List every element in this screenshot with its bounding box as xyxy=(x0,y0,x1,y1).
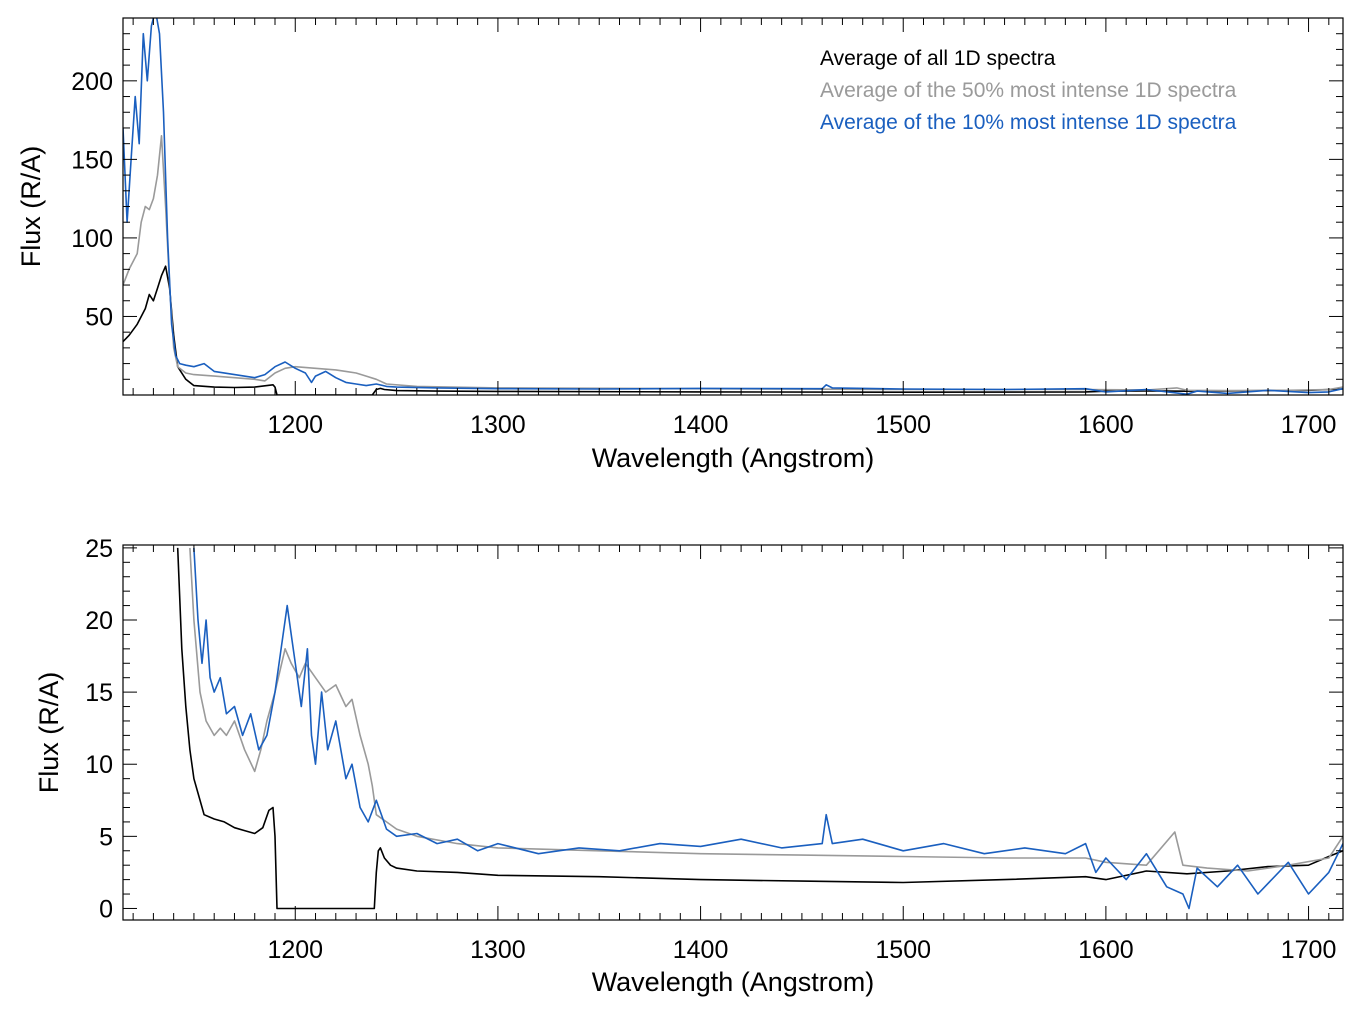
bottom-panel: 1200 1300 1400 1500 1600 1700 0 5 10 15 20 25 Wavele… xyxy=(34,535,1344,997)
y-tick-label: 150 xyxy=(71,146,113,174)
legend-entry-2: Average of the 50% most intense 1D spect… xyxy=(820,79,1237,102)
series-line-2 xyxy=(123,135,1343,392)
x-tick-label: 1400 xyxy=(673,936,729,964)
plot-frame xyxy=(122,17,1344,396)
x-tick-label: 1400 xyxy=(673,411,729,439)
x-tick-label: 1200 xyxy=(267,411,323,439)
y-tick-label: 20 xyxy=(85,607,113,635)
y-tick-label: 15 xyxy=(85,679,113,707)
x-tick-label: 1200 xyxy=(267,936,323,964)
x-axis-label: Wavelength (Angstrom) xyxy=(592,967,875,997)
legend-entry-1: Average of all 1D spectra xyxy=(820,47,1056,70)
x-tick-label: 1700 xyxy=(1281,411,1337,439)
y-axis-label: Flux (R/A) xyxy=(34,672,64,794)
y-tick-label: 0 xyxy=(99,895,113,923)
y-tick-label: 10 xyxy=(85,751,113,779)
x-tick-label: 1300 xyxy=(470,411,526,439)
legend-entry-3: Average of the 10% most intense 1D spect… xyxy=(820,111,1237,134)
x-tick-label: 1500 xyxy=(875,936,931,964)
plot-frame xyxy=(122,544,1344,921)
series-line-2 xyxy=(189,547,1343,872)
x-tick-label: 1600 xyxy=(1078,936,1134,964)
x-tick-label: 1700 xyxy=(1281,936,1337,964)
x-tick-label: 1500 xyxy=(875,411,931,439)
y-tick-label: 200 xyxy=(71,68,113,96)
y-tick-label: 50 xyxy=(85,303,113,331)
series-line-3 xyxy=(193,547,1343,910)
series-line-1 xyxy=(176,547,1343,910)
top-panel: 1200 1300 1400 1500 1600 1700 50 100 150 200 Wavel… xyxy=(16,17,1344,473)
y-axis-label: Flux (R/A) xyxy=(16,146,46,268)
series-line-3 xyxy=(123,18,1343,395)
y-tick-label: 5 xyxy=(99,823,113,851)
x-tick-label: 1600 xyxy=(1078,411,1134,439)
series-line-1 xyxy=(123,265,1343,395)
y-tick-label: 25 xyxy=(85,535,113,563)
x-axis-label: Wavelength (Angstrom) xyxy=(592,443,875,473)
x-tick-label: 1300 xyxy=(470,936,526,964)
y-tick-label: 100 xyxy=(71,225,113,253)
